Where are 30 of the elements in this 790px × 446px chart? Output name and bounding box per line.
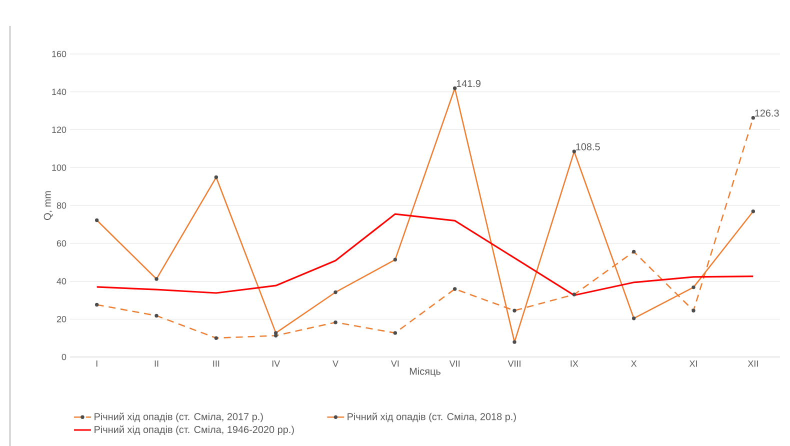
x-tick-label: XI [689,360,697,367]
y-tick-label: 140 [52,88,66,96]
data-label: 141.9 [456,80,480,88]
y-tick-label: 120 [52,126,66,133]
x-tick-label: VIII [508,360,520,367]
y-tick-label: 80 [56,202,66,209]
y-tick-label: 100 [52,164,66,171]
x-tick-label: X [631,360,637,367]
y-tick-label: 160 [52,50,66,58]
y-tick-label: 0 [62,354,66,360]
legend-label: Річний хід опадів (ст. Сміла, 2017 р.) [94,412,263,422]
x-tick-label: II [154,360,158,367]
y-tick-label: 60 [56,240,66,247]
x-axis-title: Місяць [410,368,440,377]
x-tick-label: V [332,360,338,367]
data-label: 126.3 [755,110,779,117]
line-series [96,213,754,296]
x-tick-label: III [213,360,220,367]
legend-label: Річний хід опадів (ст. Сміла, 2018 р.) [348,412,516,422]
x-tick-label: XII [748,360,758,367]
x-tick-label: IV [272,360,280,367]
y-tick-label: 20 [56,316,66,322]
x-tick-label: IX [570,360,578,367]
y-tick-label: 40 [56,278,66,284]
x-tick-label: VI [390,360,399,367]
x-tick-label: I [96,360,98,367]
legend-label: Річний хід опадів (ст. Сміла, 1946-2020 рр.) [94,426,294,436]
y-axis-title: Q, mm [44,191,53,220]
x-tick-label: VII [449,360,460,367]
data-label: 108.5 [576,143,600,150]
